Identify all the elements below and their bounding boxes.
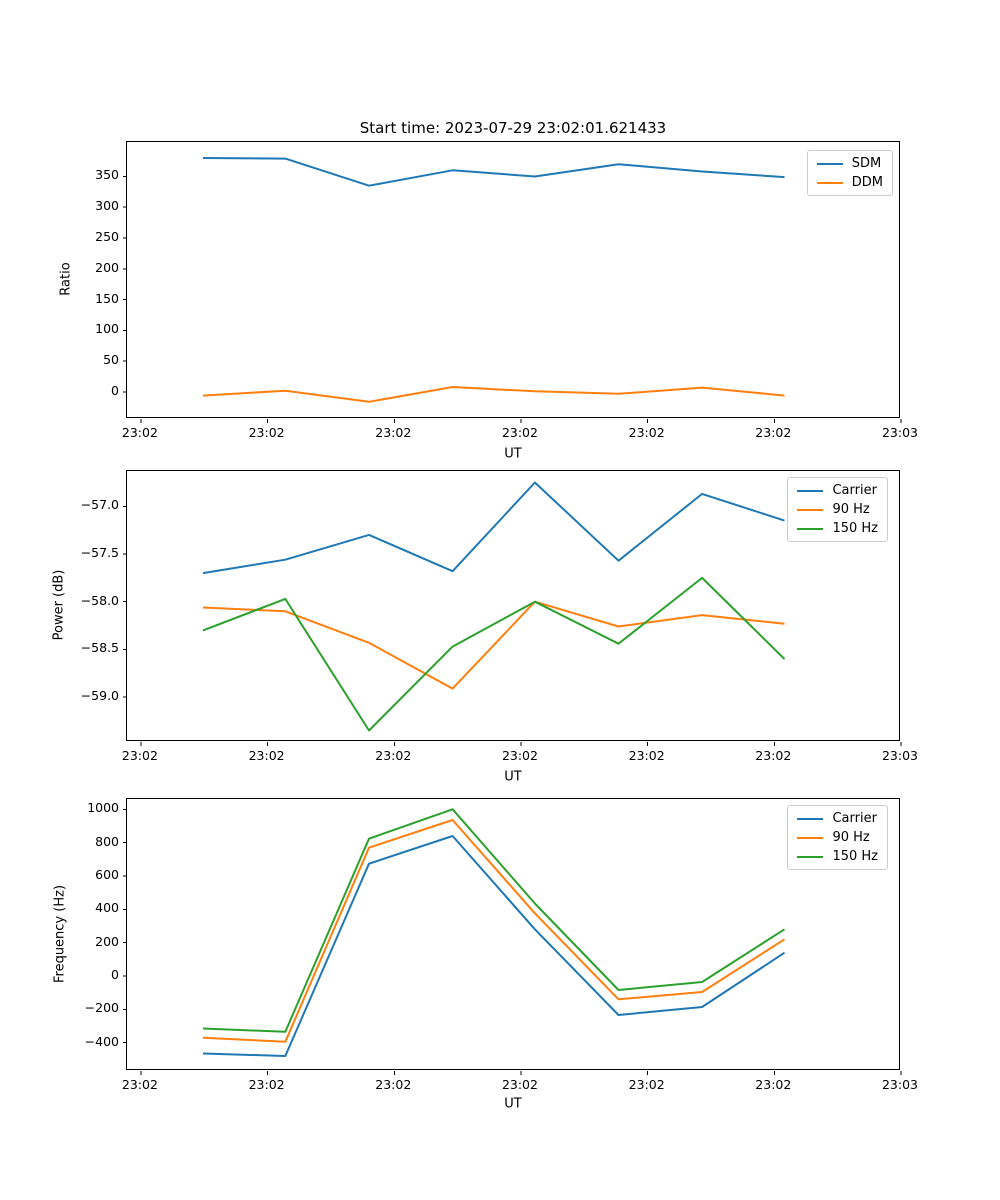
ratio-x-axis-label: UT (504, 446, 522, 462)
legend-label: 150 Hz (832, 521, 878, 536)
x-tick-label: 23:02 (248, 425, 285, 440)
y-tick-label: 150 (95, 290, 119, 306)
legend-label: 90 Hz (832, 502, 870, 517)
plot-canvas (123, 481, 902, 746)
ratio-plot: SDM DDM (123, 141, 902, 423)
power-plot: Carrier 90 Hz 150 Hz (123, 470, 902, 746)
legend-line-sample-icon (816, 162, 843, 165)
y-tick-label: −57.0 (80, 497, 119, 513)
series-line-90-hz (202, 819, 786, 1043)
frequency-plot: Carrier 90 Hz 150 Hz (123, 798, 902, 1075)
legend-entry: SDM (816, 156, 883, 171)
y-tick-label: 0 (111, 967, 119, 982)
y-tick-label: −200 (84, 1000, 119, 1016)
x-tick-label: 23:02 (755, 425, 792, 440)
legend-entry: 150 Hz (797, 849, 878, 864)
x-tick-label: 23:03 (881, 425, 919, 440)
x-tick-label: 23:02 (248, 748, 285, 763)
x-tick-label: 23:02 (375, 1077, 412, 1092)
legend: SDM DDM (806, 150, 893, 196)
legend-label: Carrier (832, 811, 877, 826)
x-tick-label: 23:02 (501, 748, 538, 763)
x-tick-label: 23:02 (501, 425, 538, 440)
legend-label: Carrier (832, 483, 877, 498)
x-tick-label: 23:02 (375, 748, 412, 763)
x-tick-label: 23:02 (248, 1077, 285, 1092)
y-tick-label: 200 (95, 259, 119, 275)
legend-line-sample-icon (797, 836, 824, 839)
series-line-sdm (202, 157, 785, 187)
legend: Carrier 90 Hz 150 Hz (787, 805, 888, 870)
y-tick-label: −400 (84, 1033, 119, 1049)
x-tick-label: 23:02 (755, 1077, 792, 1092)
x-tick-label: 23:03 (881, 748, 919, 763)
series-line-90-hz (202, 600, 785, 690)
legend-label: 150 Hz (832, 849, 878, 864)
y-tick-label: 800 (95, 833, 119, 849)
power-x-axis-label: UT (504, 769, 522, 785)
legend: Carrier 90 Hz 150 Hz (787, 477, 888, 542)
y-tick-label: 0 (111, 382, 119, 398)
x-tick-label: 23:02 (375, 425, 412, 440)
x-tick-label: 23:02 (628, 425, 665, 440)
series-line-carrier (202, 835, 786, 1057)
legend-entry: 90 Hz (797, 830, 878, 845)
x-tick-label: 23:02 (121, 748, 158, 763)
y-tick-label: −58.5 (80, 640, 119, 656)
legend-entry: Carrier (797, 483, 878, 498)
y-tick-label: 200 (95, 933, 119, 949)
x-tick-label: 23:02 (628, 1077, 665, 1092)
y-tick-label: −57.5 (80, 545, 119, 561)
y-tick-label: 100 (95, 321, 119, 337)
y-tick-label: 300 (95, 198, 119, 214)
legend-entry: Carrier (797, 811, 878, 826)
y-tick-label: 400 (95, 900, 119, 916)
frequency-y-axis-label: Frequency (Hz) (52, 884, 68, 984)
power-y-axis-label: Power (dB) (51, 569, 67, 641)
series-line-150-hz (202, 808, 786, 1033)
frequency-x-axis-label: UT (504, 1096, 522, 1112)
x-tick-label: 23:02 (121, 425, 158, 440)
legend-entry: DDM (816, 175, 883, 190)
legend-line-sample-icon (797, 855, 824, 858)
legend-label: DDM (851, 175, 883, 190)
series-line-ddm (202, 386, 785, 403)
legend-entry: 90 Hz (797, 502, 878, 517)
series-line-carrier (202, 481, 785, 575)
plot-canvas (123, 808, 902, 1075)
legend-line-sample-icon (797, 489, 824, 492)
legend-line-sample-icon (797, 817, 824, 820)
x-tick-label: 23:02 (755, 748, 792, 763)
legend-label: 90 Hz (832, 830, 870, 845)
y-tick-label: 600 (95, 867, 119, 882)
legend-line-sample-icon (797, 527, 824, 530)
x-tick-label: 23:02 (501, 1077, 538, 1092)
series-line-150-hz (202, 576, 786, 732)
y-tick-label: 50 (103, 352, 119, 368)
plot-canvas (123, 157, 902, 423)
y-tick-label: −58.0 (80, 592, 119, 608)
y-tick-label: 250 (95, 229, 119, 245)
x-tick-label: 23:02 (121, 1077, 158, 1092)
y-tick-label: 350 (95, 167, 119, 183)
legend-line-sample-icon (797, 508, 824, 511)
y-tick-label: −59.0 (80, 688, 119, 704)
figure-title: Start time: 2023-07-29 23:02:01.621433 (359, 119, 667, 137)
x-tick-label: 23:02 (628, 748, 665, 763)
legend-label: SDM (851, 156, 882, 171)
x-tick-label: 23:03 (881, 1077, 919, 1092)
legend-entry: 150 Hz (797, 521, 878, 536)
y-tick-label: 1000 (87, 800, 119, 816)
legend-line-sample-icon (816, 181, 843, 184)
